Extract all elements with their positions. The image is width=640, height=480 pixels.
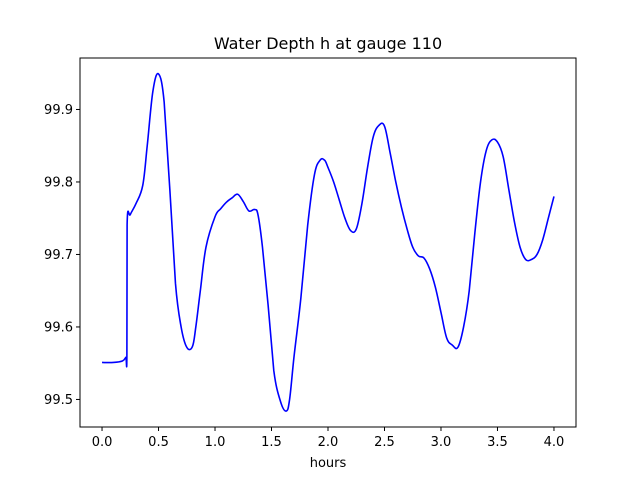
y-tick-label: 99.7 xyxy=(44,248,73,263)
x-tick-label: 2.0 xyxy=(318,435,339,450)
series-line xyxy=(102,72,555,412)
x-tick-label: 0.0 xyxy=(92,435,113,450)
x-tick-label: 1.0 xyxy=(205,435,226,450)
x-tick-label: 3.0 xyxy=(431,435,452,450)
x-tick-label: 4.0 xyxy=(544,435,565,450)
y-tick-label: 99.9 xyxy=(44,103,73,118)
axes-frame xyxy=(79,57,577,428)
y-tick-label: 99.8 xyxy=(44,175,73,190)
y-tick-label: 99.6 xyxy=(44,320,73,335)
x-tick-label: 0.5 xyxy=(148,435,169,450)
plot-area xyxy=(102,72,555,412)
axis-ticks: 0.0 0.5 1.0 1.5 2.0 2.5 3.0 3.5 4.0 99.5 99.6 99.7 9… xyxy=(44,103,564,450)
x-axis-label: hours xyxy=(310,456,347,471)
chart-title: Water Depth h at gauge 110 xyxy=(214,34,442,53)
x-tick-label: 3.5 xyxy=(487,435,508,450)
y-tick-label: 99.5 xyxy=(44,393,73,408)
x-tick-label: 2.5 xyxy=(374,435,395,450)
x-tick-label: 1.5 xyxy=(261,435,282,450)
